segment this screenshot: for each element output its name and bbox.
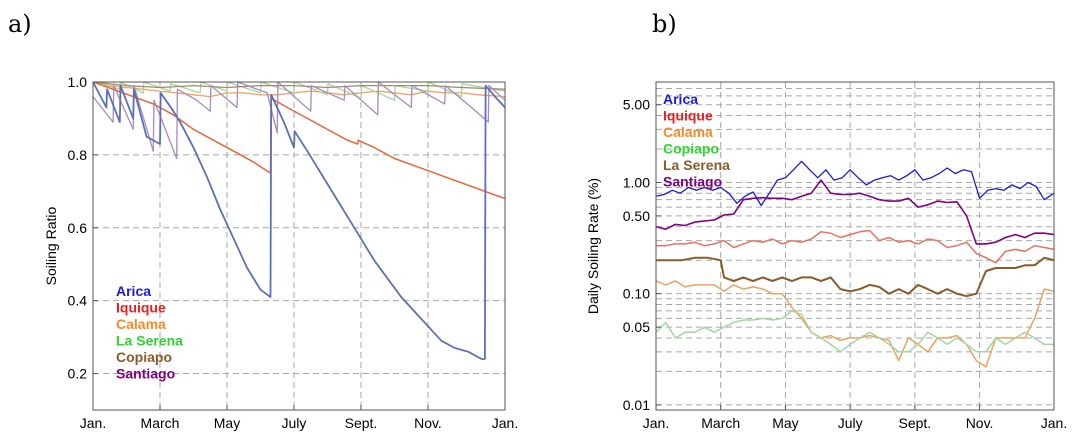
y-tick-label: 0.8 bbox=[68, 147, 88, 163]
y-tick-label: 5.00 bbox=[623, 97, 650, 113]
x-tick-label: Jan. bbox=[80, 415, 106, 431]
legend-entry: Santiago bbox=[116, 366, 175, 382]
y-tick-label: 0.4 bbox=[68, 293, 88, 309]
y-tick-label: 1.0 bbox=[68, 74, 88, 90]
series-line-6 bbox=[656, 310, 1054, 353]
panel-b-label: b) bbox=[652, 10, 677, 38]
x-tick-label: Nov. bbox=[966, 415, 994, 431]
series-line-3 bbox=[656, 229, 1054, 264]
x-tick-label: Sept. bbox=[899, 415, 932, 431]
x-tick-label: Nov. bbox=[414, 415, 442, 431]
x-tick-label: May bbox=[214, 415, 240, 431]
legend-entry: Calama bbox=[116, 316, 166, 332]
x-tick-label: May bbox=[772, 415, 798, 431]
chart-daily-soiling-rate: Jan. March May July Sept. Nov. Jan. 0.01 0.05 0.1… bbox=[585, 81, 1067, 431]
grid bbox=[656, 82, 1054, 410]
y-tick-label: 0.01 bbox=[623, 397, 650, 413]
series-line-4 bbox=[656, 256, 1054, 298]
x-tick-label: March bbox=[141, 415, 180, 431]
legend-entry: La Serena bbox=[663, 157, 730, 173]
y-tick-label: 0.2 bbox=[68, 366, 88, 382]
x-tick-label: Jan. bbox=[492, 415, 518, 431]
plot-frame bbox=[92, 81, 506, 411]
x-tick-label: Jan. bbox=[1041, 415, 1067, 431]
series-line-5 bbox=[93, 82, 505, 200]
plot-frame bbox=[655, 81, 1055, 411]
legend-entry: Arica bbox=[663, 91, 698, 107]
series-line-1 bbox=[656, 160, 1054, 207]
legend-entry: La Serena bbox=[116, 333, 183, 349]
series-group bbox=[93, 82, 505, 360]
x-tick-label: Sept. bbox=[345, 415, 378, 431]
x-tick-label: July bbox=[282, 415, 307, 431]
legend-entry: Santiago bbox=[663, 174, 722, 190]
y-tick-label: 0.6 bbox=[68, 220, 88, 236]
y-tick-label: 0.50 bbox=[623, 208, 650, 224]
series-line-4 bbox=[93, 82, 505, 160]
legend-entry: Iquique bbox=[116, 300, 166, 316]
y-tick-label: 0.10 bbox=[623, 286, 650, 302]
series-line-6 bbox=[93, 82, 505, 360]
y-axis-label: Daily Soiling Rate (%) bbox=[585, 178, 601, 314]
x-tick-label: March bbox=[701, 415, 740, 431]
series-line-2 bbox=[656, 179, 1054, 245]
y-axis-label: Soiling Ratio bbox=[43, 206, 59, 285]
legend-entry: Arica bbox=[116, 283, 151, 299]
legend-entry: Iquique bbox=[663, 108, 713, 124]
x-tick-label: July bbox=[838, 415, 863, 431]
panel-a-label: a) bbox=[8, 10, 32, 38]
legend-entry: Copiapo bbox=[663, 141, 719, 157]
series-line-3 bbox=[93, 82, 505, 90]
series-line-5 bbox=[656, 280, 1054, 368]
series-group bbox=[656, 160, 1054, 368]
legend-entry: Calama bbox=[663, 124, 713, 140]
chart-soiling-ratio: Jan. March May July Sept. Nov. Jan. 0.2 0.4 0.6 0.… bbox=[43, 74, 518, 431]
y-tick-label: 0.05 bbox=[623, 319, 650, 335]
y-tick-label: 1.00 bbox=[623, 174, 650, 190]
legend-entry: Copiapo bbox=[116, 349, 172, 365]
x-tick-label: Jan. bbox=[643, 415, 669, 431]
